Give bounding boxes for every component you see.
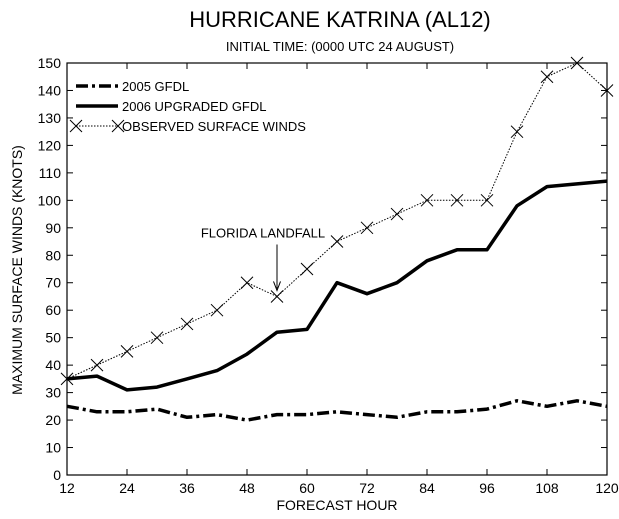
- legend-label-0: 2005 GFDL: [122, 79, 189, 94]
- y-tick-label: 90: [45, 220, 61, 236]
- observed-point-legend-a: [69, 119, 83, 133]
- series-2: [60, 56, 614, 386]
- x-tick-label: 120: [595, 480, 619, 496]
- observed-point-5: [210, 303, 224, 317]
- y-axis-label: MAXIMUM SURFACE WINDS (KNOTS): [9, 145, 25, 395]
- observed-point-18: [600, 84, 614, 97]
- series-1: [66, 179, 608, 392]
- observed-point-9: [330, 235, 344, 248]
- x-axis-label: FORECAST HOUR: [276, 497, 397, 513]
- legend-label-2: OBSERVED SURFACE WINDS: [122, 119, 306, 134]
- observed-point-13: [450, 193, 464, 207]
- x-tick-label: 96: [479, 480, 495, 496]
- x-tick-label: 108: [535, 480, 559, 496]
- legend: 2005 GFDL 2006 UPGRADED GFDL OBSERVED SURF…: [69, 79, 306, 134]
- x-tick-label: 48: [239, 480, 255, 496]
- y-tick-label: 80: [45, 247, 61, 263]
- y-tick-label: 30: [45, 385, 61, 401]
- axis-ticks: 12 24 36 48 60 72 84 96 108 120 0 10 20 30 40 50 60 70 80 9…: [38, 55, 619, 496]
- observed-point-16: [540, 70, 554, 84]
- x-tick-label: 72: [359, 480, 375, 496]
- observed-point-7: [270, 290, 284, 303]
- y-tick-label: 130: [38, 110, 62, 126]
- y-tick-label: 140: [38, 82, 62, 98]
- y-tick-label: 70: [45, 275, 61, 291]
- y-tick-label: 50: [45, 330, 61, 346]
- observed-point-11: [390, 207, 404, 221]
- y-tick-label: 150: [38, 55, 62, 71]
- observed-point-3: [150, 331, 164, 345]
- series-0: [66, 399, 608, 422]
- x-tick-label: 36: [179, 480, 195, 496]
- observed-point-17: [570, 56, 584, 70]
- y-tick-label: 120: [38, 137, 62, 153]
- series-line-0: [66, 399, 608, 422]
- y-tick-label: 100: [38, 192, 62, 208]
- plot-frame: [66, 62, 608, 476]
- x-tick-label: 60: [299, 480, 315, 496]
- y-tick-label: 10: [45, 440, 61, 456]
- observed-point-2: [120, 345, 134, 358]
- observed-point-10: [360, 221, 374, 235]
- observed-point-15: [510, 125, 524, 139]
- observed-point-8: [300, 262, 314, 276]
- observed-point-14: [480, 193, 494, 207]
- observed-point-6: [240, 276, 254, 290]
- observed-point-4: [180, 317, 194, 331]
- observed-point-1: [90, 358, 104, 372]
- series-layer: [60, 56, 614, 422]
- observed-point-12: [420, 193, 434, 207]
- y-tick-label: 40: [45, 357, 61, 373]
- y-tick-label: 0: [53, 467, 61, 483]
- y-tick-label: 20: [45, 412, 61, 428]
- legend-label-1: 2006 UPGRADED GFDL: [122, 99, 267, 114]
- annotation-arrowhead: [273, 281, 281, 292]
- y-tick-label: 60: [45, 302, 61, 318]
- observed-point-0: [60, 372, 74, 386]
- series-line-1: [66, 179, 608, 392]
- x-tick-label: 84: [419, 480, 435, 496]
- observed-point-legend-b: [111, 119, 125, 133]
- chart-title: HURRICANE KATRINA (AL12): [189, 7, 491, 32]
- chart-subtitle: INITIAL TIME: (0000 UTC 24 AUGUST): [226, 39, 454, 54]
- annotation-label: FLORIDA LANDFALL: [201, 225, 325, 240]
- x-tick-label: 12: [59, 480, 75, 496]
- x-tick-label: 24: [119, 480, 135, 496]
- y-tick-label: 110: [39, 165, 62, 181]
- annotation-layer: FLORIDA LANDFALL: [201, 225, 325, 292]
